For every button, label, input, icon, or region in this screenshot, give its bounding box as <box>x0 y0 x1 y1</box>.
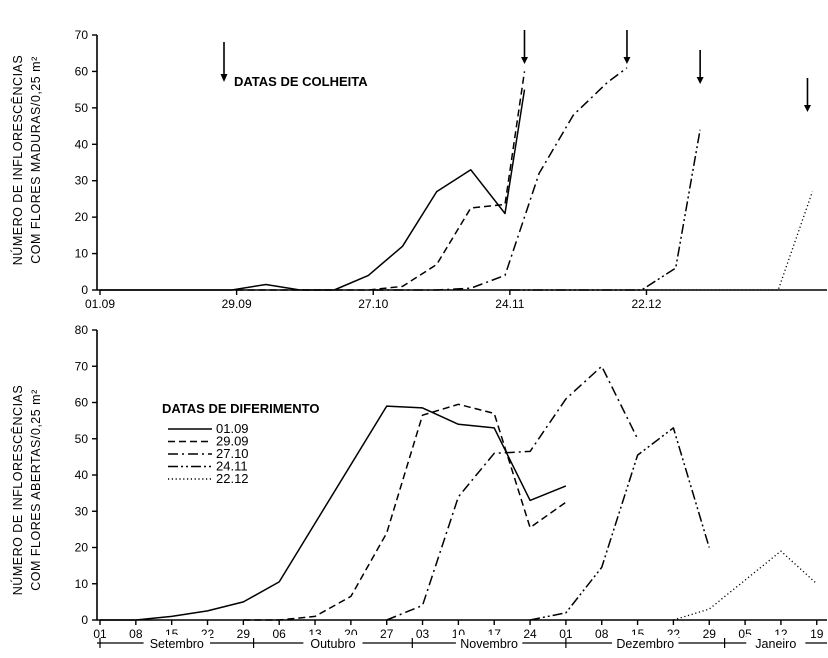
month-label-bg <box>455 635 523 650</box>
bottom-ytick-label: 40 <box>75 468 89 482</box>
bottom-ytick-label: 70 <box>75 359 89 373</box>
top-ylabel-line2: COM FLORES MADURAS/0,25 m² <box>29 56 43 263</box>
bottom-ytick-label: 60 <box>75 396 89 410</box>
top-ytick-label: 30 <box>75 174 89 188</box>
bottom-xtick-label: 19 <box>810 627 824 641</box>
bottom-xtick-label: 08 <box>595 627 609 641</box>
top-xtick-label: 27.10 <box>358 297 388 311</box>
bottom-series-22-12 <box>673 550 818 621</box>
top-ytick-label: 60 <box>75 64 89 78</box>
bottom-xtick-label: 08 <box>129 627 143 641</box>
legend-label-22-12: 22.12 <box>216 471 249 486</box>
top-xtick-label: 24.11 <box>495 297 524 311</box>
month-label: Novembro <box>460 637 518 651</box>
bottom-ytick-label: 0 <box>81 613 88 627</box>
harvest-arrow-head <box>623 57 631 64</box>
bottom-xtick-label: 29 <box>703 627 717 641</box>
top-ylabel-line1: NÚMERO DE INFLORESCÊNCIAS <box>10 55 25 265</box>
top-series-22-12 <box>646 191 814 291</box>
top-ytick-label: 10 <box>75 247 89 261</box>
top-xtick-label: 29.09 <box>222 297 252 311</box>
top-ytick-label: 0 <box>81 283 88 297</box>
top-ytick-label: 50 <box>75 101 89 115</box>
month-label: Dezembro <box>616 637 674 651</box>
bottom-xtick-label: 24 <box>523 627 537 641</box>
legend-label-27-10: 27.10 <box>216 446 249 461</box>
top-ytick-label: 40 <box>75 137 89 151</box>
bottom-ytick-label: 50 <box>75 432 89 446</box>
bottom-xtick-label: 06 <box>273 627 287 641</box>
month-label-bg <box>746 635 806 650</box>
harvest-arrow-head <box>803 105 811 112</box>
bottom-ytick-label: 80 <box>75 323 89 337</box>
legend-label-24-11: 24.11 <box>216 459 248 474</box>
month-label: Outubro <box>310 637 355 651</box>
bottom-xtick-label: 29 <box>237 627 251 641</box>
month-label: Janeiro <box>755 637 796 651</box>
month-label: Setembro <box>150 637 204 651</box>
month-label-bg <box>612 635 679 650</box>
legend-arrow-head <box>220 74 228 82</box>
bottom-ylabel-line1: NÚMERO DE INFLORESCÊNCIAS <box>10 385 25 595</box>
top-ytick-label: 70 <box>75 28 89 42</box>
bottom-panel: NÚMERO DE INFLORESCÊNCIAS COM FLORES ABE… <box>10 323 827 651</box>
harvest-annotation: DATAS DE COLHEITA <box>234 74 368 89</box>
top-series-01-09 <box>100 89 526 291</box>
top-xtick-label: 01.09 <box>85 297 115 311</box>
top-series-24-11 <box>509 129 701 291</box>
top-xtick-label: 22.12 <box>631 297 661 311</box>
month-label-bg <box>303 635 363 650</box>
top-series-29-09 <box>236 71 526 291</box>
legend-label-29-09: 29.09 <box>216 434 249 449</box>
bottom-series-29-09 <box>243 403 567 621</box>
month-label-bg <box>143 635 210 650</box>
bottom-ylabel-line2: COM FLORES ABERTAS/0,25 m² <box>29 389 43 590</box>
legend-title: DATAS DE DIFERIMENTO <box>162 401 319 416</box>
bottom-series-24-11 <box>529 427 710 621</box>
bottom-xtick-label: 01 <box>559 627 573 641</box>
top-ytick-label: 20 <box>75 210 89 224</box>
harvest-arrow-head <box>696 77 704 84</box>
bottom-xtick-label: 01 <box>93 627 107 641</box>
legend-label-01-09: 01.09 <box>216 421 249 436</box>
bottom-series-27-10 <box>386 365 639 621</box>
bottom-ytick-label: 10 <box>75 577 89 591</box>
harvest-arrow-head <box>520 57 528 64</box>
bottom-xtick-label: 27 <box>380 627 394 641</box>
bottom-series-01-09 <box>100 405 567 621</box>
bottom-xtick-label: 03 <box>416 627 430 641</box>
bottom-ytick-label: 20 <box>75 541 89 555</box>
bottom-ytick-label: 30 <box>75 504 89 518</box>
top-series-27-10 <box>373 67 628 291</box>
top-panel: NÚMERO DE INFLORESCÊNCIAS COM FLORES MAD… <box>10 28 827 311</box>
